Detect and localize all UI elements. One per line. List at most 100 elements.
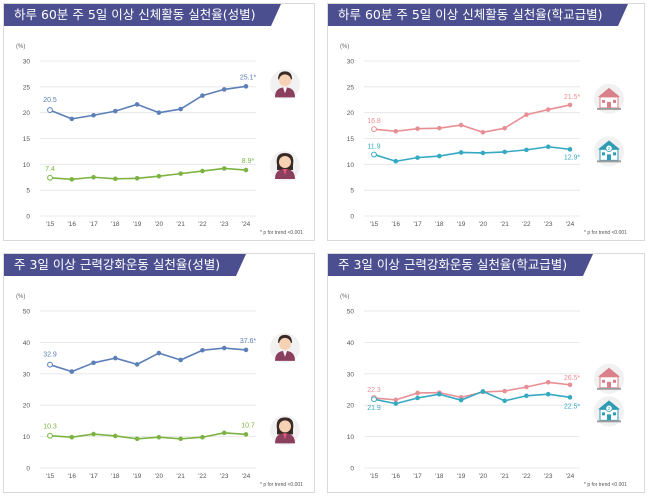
- data-point-boys: [69, 369, 75, 374]
- chart-panel-2: (%) 0 5 10 15 20 25 30 '15 '16 '17 '18 '19 '20 '21 '22 '…: [327, 3, 645, 241]
- x-tick-label: '18: [111, 473, 120, 480]
- x-tick-label: '18: [435, 221, 444, 228]
- data-point-boys: [221, 345, 227, 351]
- data-point-girls: [200, 434, 205, 440]
- y-axis-label: (%): [340, 294, 349, 300]
- data-point-middle_school: [502, 125, 507, 131]
- series-line-girls: [49, 167, 247, 181]
- chart-1-title: 하루 60분 주 5일 이상 신체활동 실천율(성별): [4, 4, 282, 26]
- x-tick-label: '24: [566, 473, 575, 480]
- face: [279, 74, 291, 87]
- x-tick-label: '22: [522, 221, 531, 228]
- y-tick-label: 20: [23, 403, 31, 410]
- y-tick-label: 0: [26, 214, 30, 221]
- series-line-high_school: [373, 145, 571, 163]
- x-tick-label: '19: [133, 473, 142, 480]
- y-tick-label: 5: [350, 188, 354, 195]
- last-value-label-girls: 8.9*: [242, 158, 255, 165]
- x-tick-label: '22: [198, 221, 207, 228]
- y-tick-label: 40: [347, 340, 355, 347]
- first-value-label-girls: 7.4: [45, 166, 55, 173]
- y-tick-label: 10: [23, 434, 31, 441]
- y-tick-label: 15: [23, 136, 31, 143]
- data-point-high_school: [393, 401, 399, 406]
- face: [279, 337, 291, 350]
- x-tick-label: '17: [413, 473, 422, 480]
- y-axis-label: (%): [340, 44, 349, 50]
- data-point-high_school: [567, 395, 573, 400]
- data-point-middle_school: [393, 397, 399, 403]
- significance-note: * p for trend <0.001: [584, 482, 627, 488]
- y-tick-label: 30: [23, 59, 31, 66]
- x-tick-label: '16: [68, 221, 77, 228]
- x-tick-label: '18: [111, 221, 120, 228]
- window: [602, 99, 605, 103]
- school-building-icon: [594, 363, 624, 394]
- y-tick-label: 40: [23, 340, 31, 347]
- data-point-girls: [221, 430, 227, 436]
- data-point-boys: [91, 360, 96, 366]
- data-point-high_school: [524, 393, 529, 399]
- data-point-girls: [243, 432, 249, 437]
- data-point-boys: [221, 87, 227, 92]
- school-building-icon: [594, 83, 624, 114]
- x-tick-label: '17: [89, 473, 98, 480]
- y-tick-label: 20: [347, 110, 355, 117]
- data-point-middle_school: [502, 388, 507, 394]
- window: [613, 412, 616, 416]
- data-point-boys: [178, 357, 183, 363]
- x-tick-label: '24: [566, 221, 575, 228]
- badge: [605, 144, 613, 152]
- data-point-high_school: [545, 144, 551, 150]
- x-tick-label: '16: [68, 473, 77, 480]
- data-point-middle_school: [393, 128, 399, 134]
- y-tick-label: 0: [350, 466, 354, 473]
- y-tick-label: 25: [347, 84, 355, 91]
- data-point-high_school: [437, 153, 442, 159]
- last-value-label-boys: 25.1*: [240, 74, 257, 81]
- window: [613, 99, 616, 103]
- tie: [283, 169, 287, 176]
- data-point-girls: [113, 176, 118, 182]
- data-point-middle_school: [415, 126, 420, 131]
- x-tick-label: '17: [89, 221, 98, 228]
- significance-note: * p for trend <0.001: [260, 482, 303, 488]
- data-point-girls: [47, 432, 53, 439]
- data-point-high_school: [415, 155, 420, 160]
- y-tick-label: 25: [23, 84, 31, 91]
- chart-panel-3: (%) 0 10 20 30 40 50 '15 '16 '17 '18 '19 '20 '21 '22 '2…: [3, 253, 315, 493]
- data-point-middle_school: [415, 390, 420, 396]
- door: [607, 101, 611, 108]
- x-tick-label: '16: [392, 221, 401, 228]
- chart-1-svg: (%) 0 5 10 15 20 25 30 '15 '16 '17 '18 '19 '20 '21 '22 '…: [16, 44, 303, 236]
- x-tick-label: '23: [220, 221, 229, 228]
- data-point-girls: [91, 431, 96, 437]
- data-point-high_school: [415, 395, 420, 401]
- data-point-boys: [134, 362, 140, 367]
- data-point-girls: [156, 173, 162, 179]
- data-point-boys: [47, 107, 53, 113]
- data-point-middle_school: [567, 102, 573, 108]
- chart-2-title: 하루 60분 주 5일 이상 신체활동 실천율(학교급별): [328, 4, 629, 26]
- data-point-girls: [200, 168, 205, 174]
- door: [607, 154, 611, 161]
- face: [279, 156, 291, 169]
- data-point-girls: [134, 436, 140, 442]
- data-point-girls: [47, 174, 53, 181]
- first-value-label-high_school: 11.9: [367, 144, 380, 151]
- data-point-girls: [113, 433, 118, 439]
- window: [602, 412, 605, 416]
- data-point-high_school: [393, 158, 399, 164]
- x-tick-label: '23: [544, 473, 553, 480]
- y-axis-label: (%): [16, 294, 25, 300]
- y-axis-label: (%): [16, 44, 25, 50]
- last-value-label-high_school: 12.9*: [564, 154, 581, 161]
- chart-3-title: 주 3일 이상 근력강화운동 실천율(성별): [4, 254, 247, 276]
- x-tick-label: '19: [457, 473, 466, 480]
- roof: [598, 87, 620, 97]
- last-value-label-high_school: 22.5*: [564, 403, 581, 410]
- data-point-high_school: [480, 150, 486, 156]
- first-value-label-boys: 20.5: [43, 97, 57, 104]
- window: [613, 152, 616, 156]
- x-tick-label: '20: [479, 221, 488, 228]
